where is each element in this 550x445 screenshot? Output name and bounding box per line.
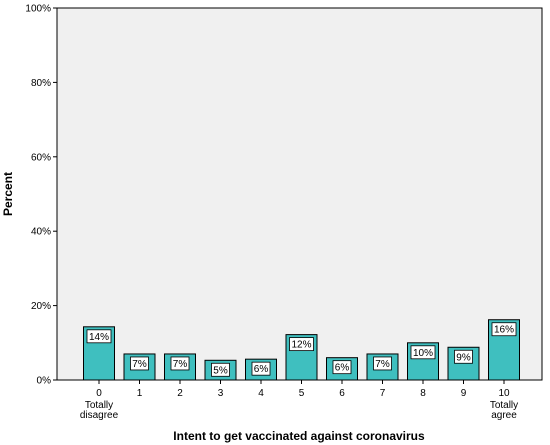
x-tick-label: 8	[420, 388, 426, 399]
data-label-box	[170, 356, 190, 371]
data-label: 9%	[456, 352, 471, 363]
data-label: 6%	[335, 363, 350, 374]
data-label: 7%	[375, 359, 390, 370]
y-tick-label: 100%	[25, 4, 51, 15]
data-label-box	[454, 349, 473, 364]
x-tick-label: 4	[258, 388, 264, 399]
x-tick-label: 2	[177, 388, 183, 399]
data-label-box	[289, 337, 314, 352]
y-tick-label: 20%	[31, 301, 51, 312]
data-label: 7%	[132, 359, 147, 370]
x-tick-sublabel: disagree	[80, 410, 119, 421]
x-tick-label: 6	[339, 388, 345, 399]
data-label: 14%	[89, 332, 109, 343]
data-label: 16%	[494, 325, 514, 336]
x-tick-label: 7	[380, 388, 386, 399]
x-tick-sublabel: Totally	[490, 400, 518, 411]
x-axis-title: Intent to get vaccinated against coronav…	[173, 429, 425, 443]
x-tick-label: 3	[218, 388, 224, 399]
plot-background	[56, 7, 543, 381]
x-tick-label: 10	[498, 388, 510, 399]
y-axis-title: Percent	[1, 172, 15, 216]
x-tick-sublabel: Totally	[85, 400, 113, 411]
x-tick-label: 1	[137, 388, 143, 399]
bars: 14% 7% 7% 5% 6% 12% 6% 7% 10% 9% 16%	[83, 319, 520, 381]
x-tick-label: 5	[299, 388, 305, 399]
x-tick-sublabel: agree	[491, 410, 517, 421]
data-label-box	[491, 322, 517, 337]
data-label-box	[332, 360, 352, 375]
y-axis: 0% 20% 40% 60% 80% 100%	[25, 4, 57, 387]
data-label-box	[130, 356, 149, 371]
data-label-box	[86, 329, 112, 344]
y-tick-label: 40%	[31, 227, 51, 238]
data-label-box	[373, 356, 392, 371]
y-tick-label: 60%	[31, 152, 51, 163]
data-label-box	[251, 361, 271, 376]
y-tick-label: 0%	[37, 376, 52, 387]
data-label: 12%	[291, 340, 311, 351]
x-tick-label: 0	[96, 388, 102, 399]
data-label: 7%	[173, 359, 188, 370]
data-label-box	[211, 362, 230, 377]
data-label: 5%	[213, 365, 228, 376]
data-label: 6%	[254, 364, 269, 375]
y-tick-label: 80%	[31, 78, 51, 89]
data-label-box	[410, 345, 436, 360]
data-label: 10%	[413, 348, 433, 359]
x-tick-label: 9	[461, 388, 467, 399]
